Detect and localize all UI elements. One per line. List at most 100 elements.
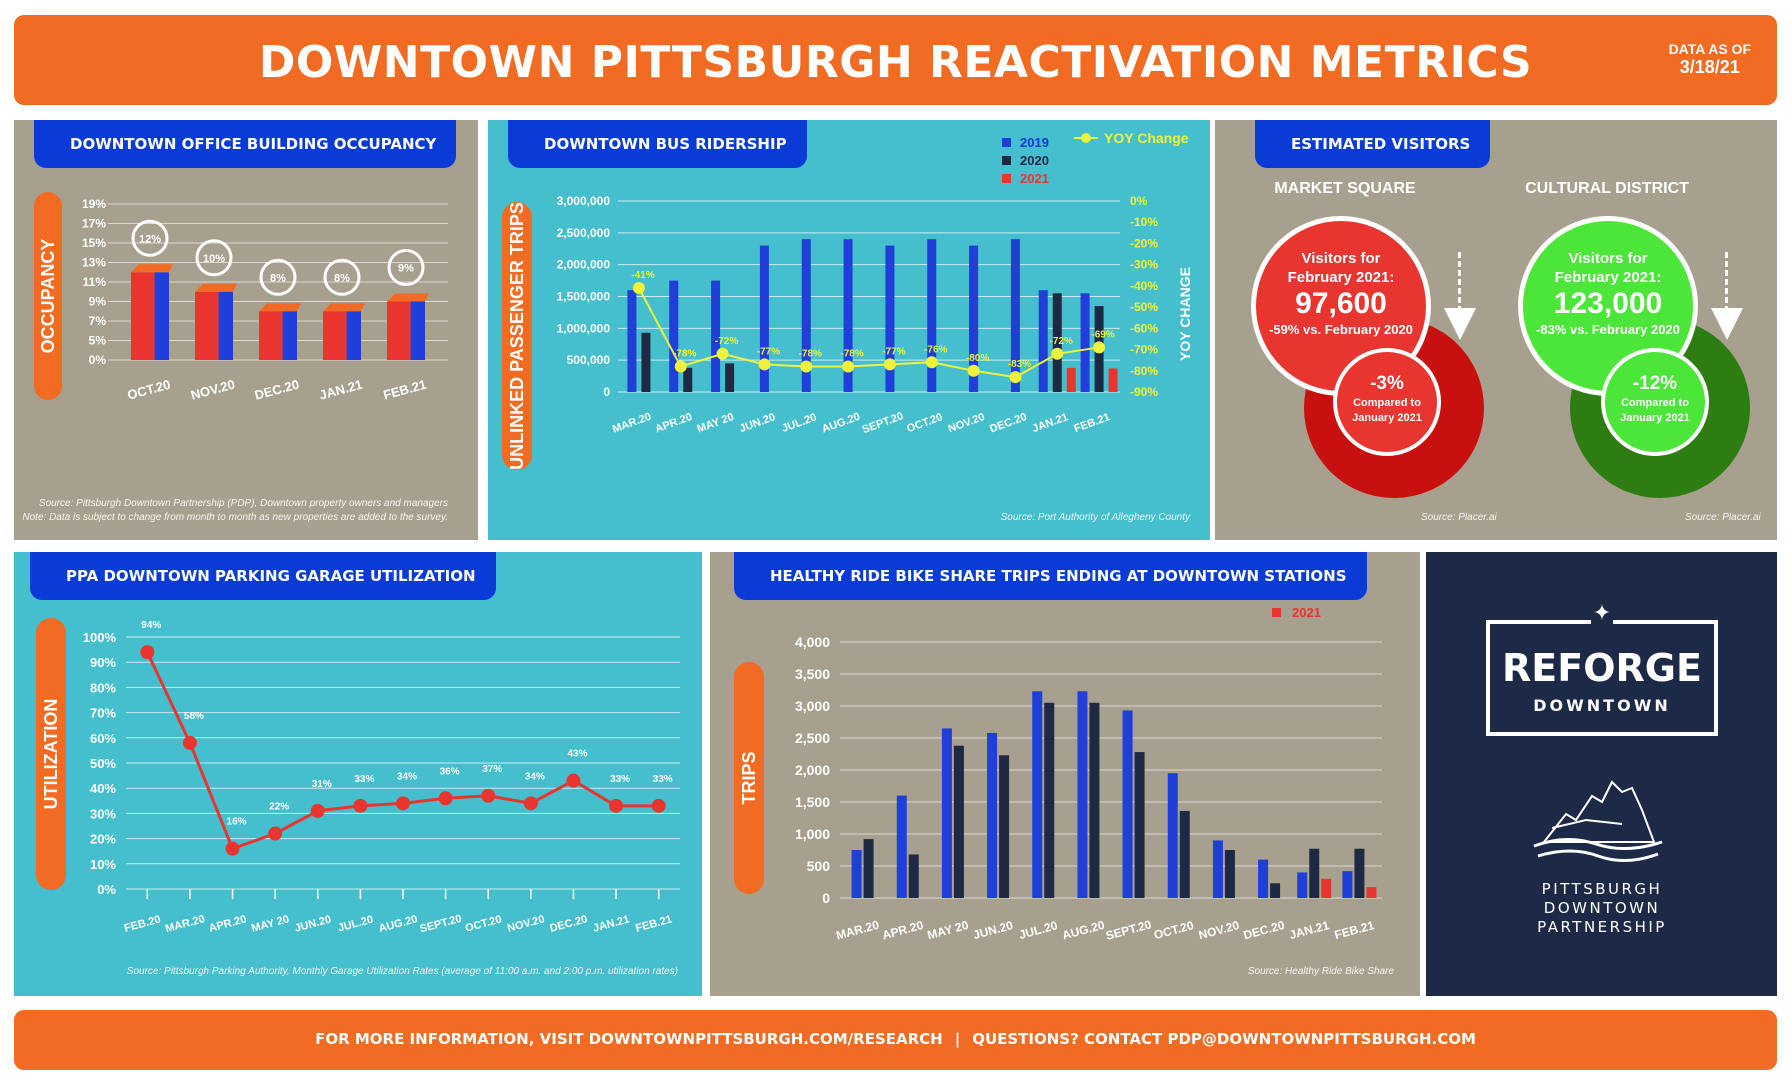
y-tick-label: 2,500 (795, 730, 830, 746)
bar-2020 (908, 854, 919, 898)
legend-swatch-2021 (1002, 174, 1011, 183)
y2-tick-label: -40% (1130, 279, 1158, 293)
data-label: 12% (139, 233, 161, 245)
x-tick-label: AUG.20 (377, 913, 419, 935)
market-mom-circle: -3% Compared to January 2021 (1333, 348, 1441, 456)
bus-title: DOWNTOWN BUS RIDERSHIP (508, 120, 807, 168)
y-tick-label: 10% (90, 857, 116, 872)
x-tick-label: JAN.21 (318, 377, 364, 403)
data-label: 10% (203, 253, 225, 265)
bar-2020 (725, 363, 735, 392)
yoy-label: -78% (673, 349, 696, 360)
bus-source: Source: Port Authority of Allegheny Coun… (1000, 512, 1190, 523)
footer-contact-link[interactable]: QUESTIONS? CONTACT PDP@DOWNTOWNPITTSBURG… (972, 1030, 1476, 1048)
legend-swatch-2019 (1002, 138, 1011, 147)
x-tick-label: APR.20 (208, 913, 248, 935)
bar-2019 (1010, 239, 1020, 392)
yoy-label: -77% (882, 346, 905, 357)
downtown-text: DOWNTOWN (1533, 696, 1671, 715)
yoy-line (638, 287, 1100, 379)
occupancy-title: DOWNTOWN OFFICE BUILDING OCCUPANCY (34, 120, 457, 168)
y-tick-label: 4,000 (795, 634, 830, 650)
bar-top (387, 293, 429, 302)
visitors-panel: ESTIMATED VISITORS MARKET SQUARE Visitor… (1215, 120, 1777, 540)
yoy-label: -78% (799, 349, 822, 360)
bar-2020 (999, 755, 1010, 898)
y-tick-label: 1,500,000 (557, 290, 611, 304)
bar-2020 (641, 332, 651, 392)
data-label: 8% (270, 272, 286, 284)
y2-tick-label: -80% (1130, 364, 1158, 378)
y-tick-label: 1,000 (795, 826, 830, 842)
bar-2019 (1297, 872, 1308, 898)
utilization-point (609, 798, 624, 813)
bar-2019 (1167, 773, 1178, 898)
parking-source: Source: Pittsburgh Parking Authority, Mo… (126, 966, 678, 977)
y2-tick-label: -10% (1130, 215, 1158, 229)
data-label: 33% (653, 774, 673, 785)
data-label: 33% (610, 774, 630, 785)
utilization-point (310, 803, 325, 818)
bar-2019 (1080, 293, 1090, 392)
bar-side (218, 291, 233, 360)
bar-2021 (1066, 367, 1076, 392)
cultural-mom-line2: January 2021 (1620, 412, 1690, 424)
x-tick-label: OCT.20 (1152, 918, 1195, 942)
bar-2020 (1134, 752, 1145, 898)
bar-side (282, 311, 297, 360)
x-tick-label: JAN.21 (592, 913, 631, 934)
cultural-district-heading: CULTURAL DISTRICT (1525, 180, 1689, 197)
yoy-label: -76% (924, 344, 947, 355)
bar-2019 (627, 290, 637, 392)
x-tick-label: DEC.20 (253, 377, 301, 403)
y-axis-label: UNLINKED PASSENGER TRIPS (507, 202, 527, 470)
y-tick-label: 80% (90, 680, 116, 695)
market-source: Source: Placer.ai (1421, 512, 1497, 523)
x-tick-label: FEB.21 (634, 913, 673, 934)
market-line1: Visitors for (1301, 250, 1381, 267)
bar-2020 (1179, 810, 1190, 898)
x-tick-label: APR.20 (881, 918, 926, 942)
cultural-mom-circle: -12% Compared to January 2021 (1601, 348, 1709, 456)
y-axis-label-pill (502, 202, 532, 470)
bar-2021 (1321, 878, 1332, 898)
parking-panel: 0% 10% 20% 30% 40% 50% 60% 70% 80% 90% 100% UTILIZA… (14, 552, 702, 996)
x-tick-label: NOV.20 (506, 913, 546, 934)
bar-front (387, 301, 411, 360)
x-tick-label: JUN.20 (738, 411, 777, 435)
x-tick-label: DEC.20 (1242, 918, 1287, 942)
parking-chart: 0% 10% 20% 30% 40% 50% 60% 70% 80% 90% 100% UTILIZA… (36, 618, 680, 935)
x-tick-label: SEPT.20 (861, 410, 905, 436)
parking-title: PPA DOWNTOWN PARKING GARAGE UTILIZATION (30, 552, 496, 600)
market-arrow-line (1458, 252, 1462, 312)
y-tick-label: 19% (82, 197, 106, 211)
y2-tick-label: -60% (1130, 321, 1158, 335)
data-label: 94% (141, 620, 161, 631)
y-axis-label-pill (34, 192, 62, 400)
yoy-point (716, 347, 729, 360)
data-label: 9% (398, 263, 414, 275)
y-tick-label: 2,500,000 (557, 226, 611, 240)
y-tick-label: 3,500 (795, 666, 830, 682)
yoy-label: -69% (1091, 329, 1114, 340)
utilization-point (225, 841, 240, 856)
x-tick-label: NOV.20 (1197, 918, 1241, 942)
data-label: 16% (227, 817, 247, 828)
yoy-label: -80% (966, 353, 989, 364)
x-tick-label: MAR.20 (164, 913, 206, 935)
bar-front (195, 291, 219, 360)
yoy-point (967, 364, 980, 377)
bar-2020 (1309, 848, 1320, 898)
bar-2020 (953, 745, 964, 898)
data-label: 36% (440, 766, 460, 777)
y-axis-label: TRIPS (739, 751, 759, 804)
bar-2019 (669, 280, 679, 392)
footer-info-link[interactable]: FOR MORE INFORMATION, VISIT DOWNTOWNPITT… (315, 1030, 943, 1048)
yoy-point (1093, 341, 1106, 354)
bar-top (259, 303, 301, 312)
y-tick-label: 500 (807, 858, 831, 874)
bar-2019 (851, 850, 862, 898)
y-tick-label: 17% (82, 217, 106, 231)
y2-tick-label: -90% (1130, 385, 1158, 399)
y-tick-label: 60% (90, 731, 116, 746)
